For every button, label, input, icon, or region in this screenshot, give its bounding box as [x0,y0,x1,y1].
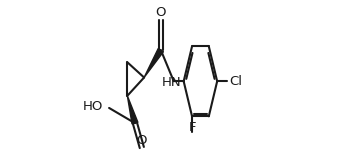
Text: F: F [188,121,196,134]
Text: HN: HN [162,76,181,89]
Text: O: O [137,134,147,147]
Polygon shape [127,96,138,124]
Text: O: O [156,6,166,19]
Text: HO: HO [83,100,103,113]
Polygon shape [144,49,164,78]
Text: Cl: Cl [229,75,243,88]
